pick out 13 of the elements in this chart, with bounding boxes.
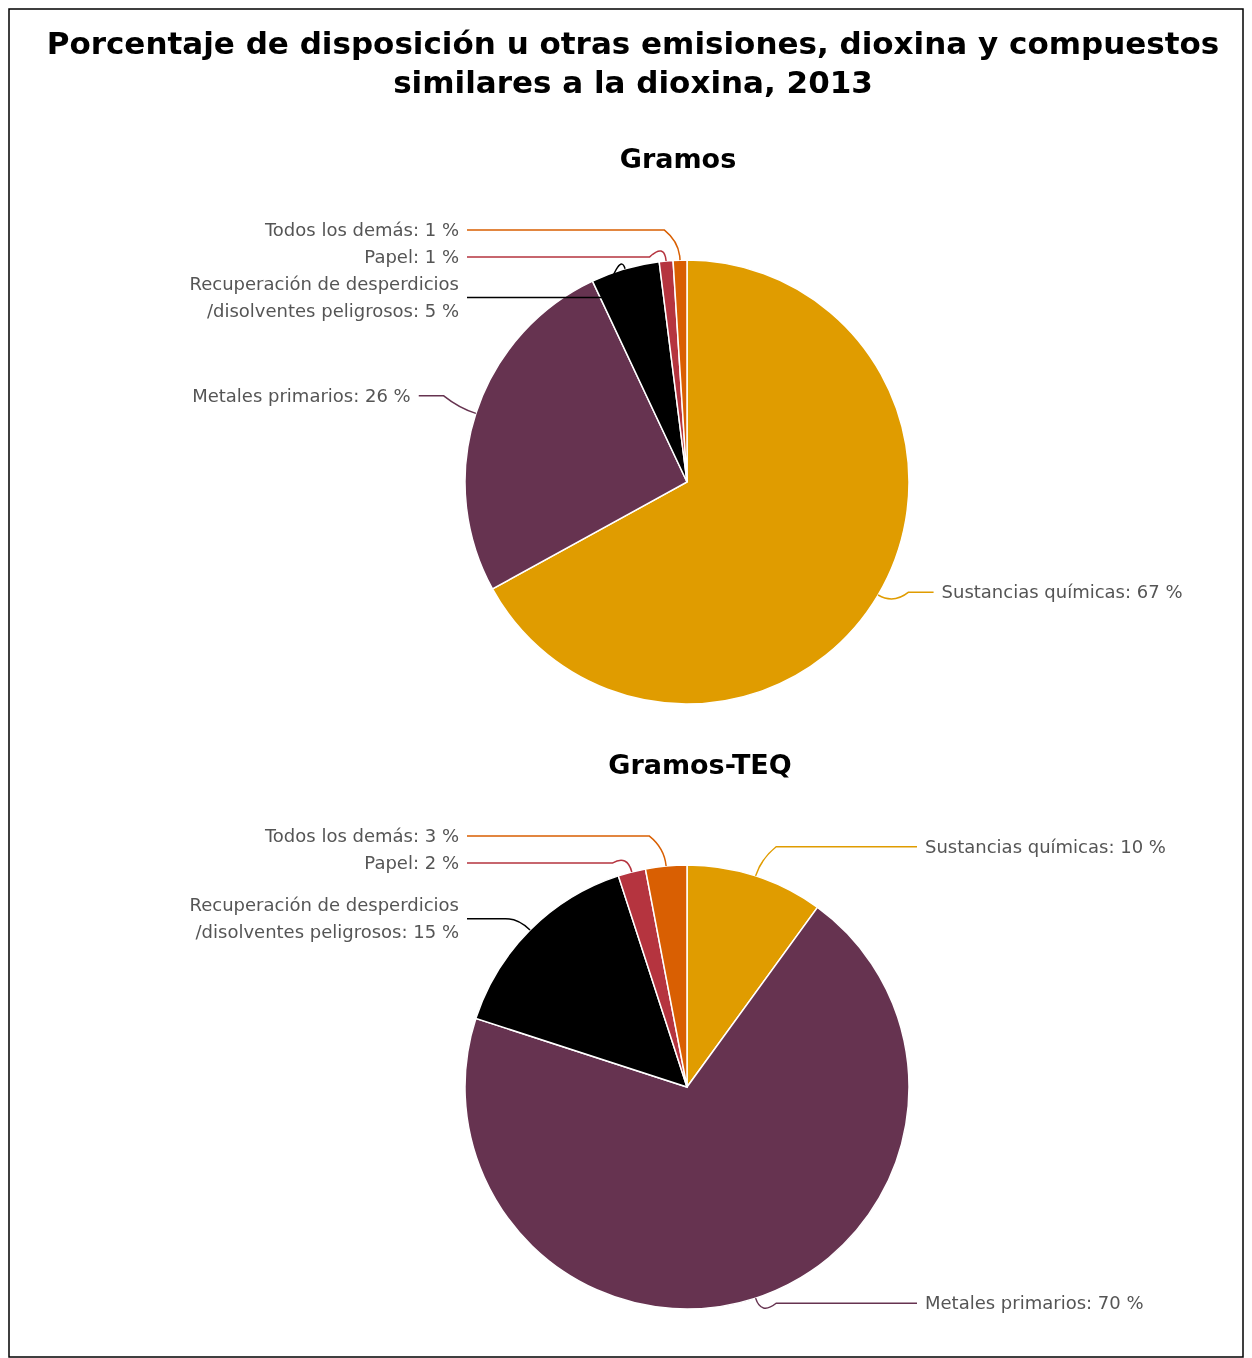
slice-label: Sustancias químicas: 10 % xyxy=(925,835,1166,857)
slice-label: Todos los demás: 3 % xyxy=(263,825,459,847)
slice-label: Todos los demás: 1 % xyxy=(263,219,459,241)
slice-label: Metales primarios: 26 % xyxy=(192,384,411,406)
slice-label: Sustancias químicas: 67 % xyxy=(941,581,1183,603)
slice-label: Recuperación de desperdicios /disolventes peligrosos: 5 % xyxy=(189,273,459,322)
slice-label: Papel: 2 % xyxy=(364,852,459,874)
chart-subtitle: Gramos xyxy=(619,143,737,174)
chart-title: Porcentaje de disposición u otras emisiones, dioxina y compuestos similares a la dioxina, 2013 xyxy=(46,25,1220,100)
chart-title: Gramos-TEQ xyxy=(608,749,792,780)
slice-label: Metales primarios: 70 % xyxy=(925,1292,1144,1314)
slice-label: Papel: 1 % xyxy=(364,246,459,268)
slice-label: Recuperación de desperdicios /disolventes peligrosos: 15 % xyxy=(189,894,459,943)
